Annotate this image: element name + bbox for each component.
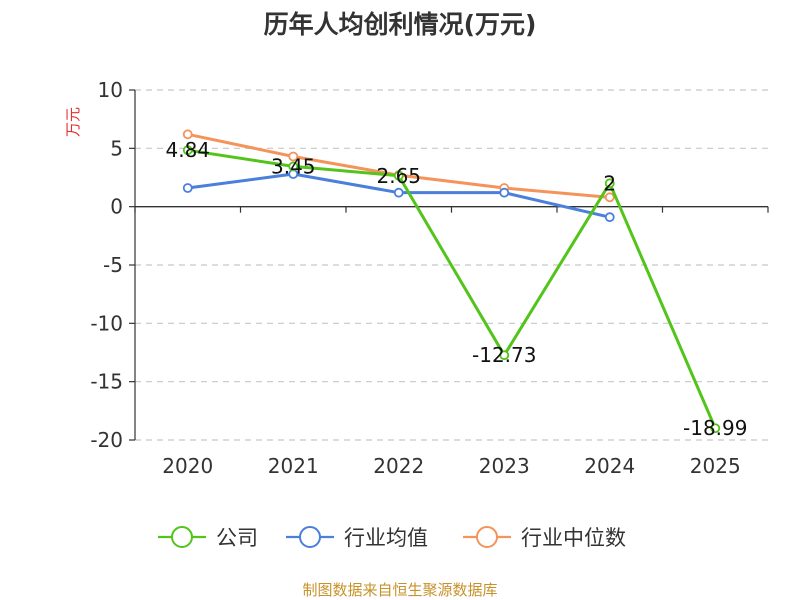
- data-point[interactable]: [499, 350, 510, 361]
- data-point[interactable]: [182, 183, 193, 193]
- series-0: [182, 145, 721, 434]
- x-tick-labels: 2020 2021 2022 2023 2024 2025: [162, 454, 740, 478]
- data-label: -18.99: [683, 416, 747, 440]
- series-1: [182, 169, 615, 223]
- x-tick-label: 2024: [584, 454, 635, 478]
- series-lines: [182, 129, 721, 434]
- data-label: 3.45: [271, 154, 316, 178]
- y-tick-label: -20: [90, 428, 123, 452]
- data-point[interactable]: [182, 129, 193, 140]
- data-label: 2.65: [376, 164, 421, 188]
- y-tick-label: -5: [103, 253, 123, 277]
- data-label: 4.84: [165, 138, 210, 162]
- legend-marker-icon: [476, 526, 498, 548]
- chart-title: 历年人均创利情况(万元): [264, 10, 537, 39]
- legend-label: 行业中位数: [521, 526, 626, 550]
- y-tick-labels: 10 5 0 -5 -10 -15 -20: [90, 78, 123, 452]
- source-note: 制图数据来自恒生聚源数据库: [302, 581, 497, 599]
- x-tick-label: 2022: [373, 454, 424, 478]
- x-tick-label: 2021: [268, 454, 319, 478]
- data-point[interactable]: [393, 187, 404, 198]
- data-point[interactable]: [393, 170, 404, 181]
- data-point[interactable]: [710, 423, 721, 434]
- x-tick-label: 2020: [162, 454, 213, 478]
- y-tick-label: 5: [110, 136, 123, 160]
- data-point[interactable]: [604, 212, 615, 223]
- data-point[interactable]: [288, 151, 299, 162]
- legend[interactable]: 公司 行业均值 行业中位数: [158, 526, 626, 550]
- data-labels: 4.84 3.45 2.65 -12.73 2 -18.99: [165, 138, 747, 440]
- legend-item[interactable]: 行业中位数: [463, 526, 626, 550]
- data-point[interactable]: [288, 161, 299, 172]
- y-tick-label: 10: [98, 78, 123, 102]
- legend-marker-icon: [299, 526, 321, 548]
- series-line: [187, 148, 717, 429]
- y-axis-label: 万元: [64, 107, 82, 137]
- axes: [129, 89, 769, 441]
- legend-item[interactable]: 公司: [158, 526, 258, 550]
- data-point[interactable]: [499, 187, 510, 198]
- y-tick-label: -15: [90, 370, 123, 394]
- x-tick-label: 2025: [690, 454, 741, 478]
- data-label: 2: [603, 171, 616, 195]
- legend-label: 行业均值: [344, 526, 428, 550]
- legend-label: 公司: [216, 526, 258, 550]
- y-tick-label: -10: [90, 311, 123, 335]
- x-tick-label: 2023: [479, 454, 530, 478]
- data-label: -12.73: [472, 343, 536, 367]
- data-point[interactable]: [182, 145, 193, 156]
- legend-marker-icon: [171, 526, 193, 548]
- data-point[interactable]: [604, 192, 615, 203]
- y-tick-label: 0: [110, 195, 123, 219]
- legend-item[interactable]: 行业均值: [286, 526, 428, 550]
- data-point[interactable]: [604, 178, 615, 189]
